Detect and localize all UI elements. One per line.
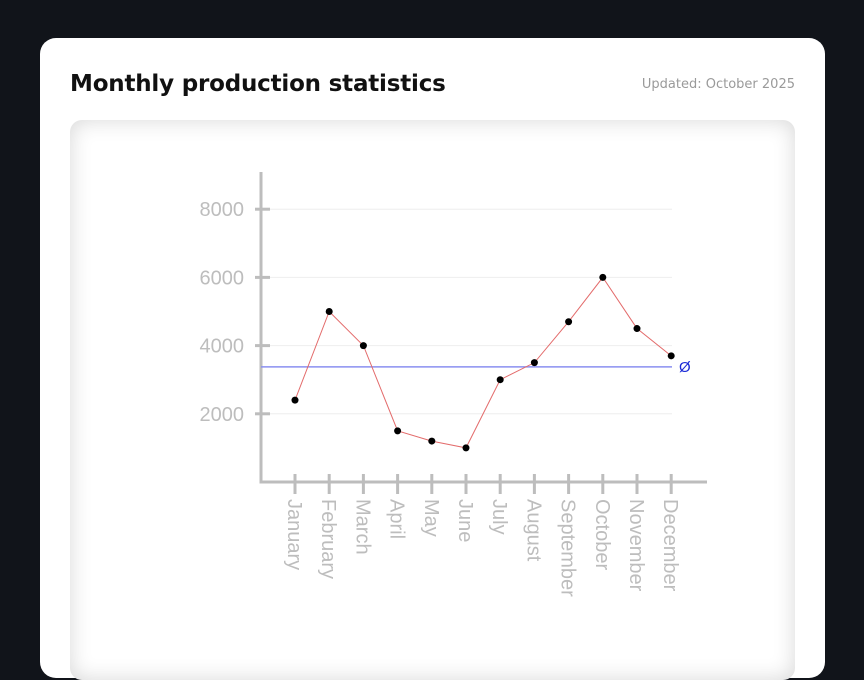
x-tick-label: December [659,499,681,592]
x-tick-label: October [591,499,613,570]
data-point [530,359,538,367]
x-tick-label: February [317,499,339,579]
tick-labels: 2000 4000 6000 8000 January February March Apri… [200,199,682,597]
average-line-group: Ø [261,359,691,376]
data-point [394,427,402,435]
series-line [294,276,672,449]
average-label: Ø [679,359,691,376]
updated-label: Updated: October 2025 [641,77,795,92]
data-point [565,318,573,326]
y-tick-label: 4000 [200,336,245,358]
series-group [291,273,675,452]
data-point [633,325,641,333]
x-tick-label: January [283,499,305,570]
data-point [462,444,470,452]
data-point [667,352,675,360]
data-point [428,437,436,445]
x-tick-label: May [420,499,442,537]
page-title: Monthly production statistics [70,71,446,97]
data-point [496,376,504,384]
chart-card: Monthly production statistics Updated: O… [40,38,825,680]
y-tick-label: 8000 [200,199,245,221]
axes [255,172,707,494]
data-point [599,273,607,281]
y-tick-label: 6000 [200,267,245,289]
y-tick-label: 2000 [200,404,245,426]
chart-panel: Ø 2000 4000 6000 8000 January February March Ap… [70,120,795,680]
x-tick-label: August [522,499,544,562]
data-point [325,308,333,315]
line-chart: Ø 2000 4000 6000 8000 January February March Ap… [200,172,707,597]
x-tick-label: June [454,499,476,542]
x-tick-label: November [625,499,647,592]
data-point [291,396,299,404]
x-tick-label: July [488,499,510,535]
grid-lines [261,208,672,415]
data-point [359,342,367,350]
x-tick-label: September [557,499,579,597]
x-tick-label: April [386,499,408,539]
x-tick-label: March [351,499,373,555]
